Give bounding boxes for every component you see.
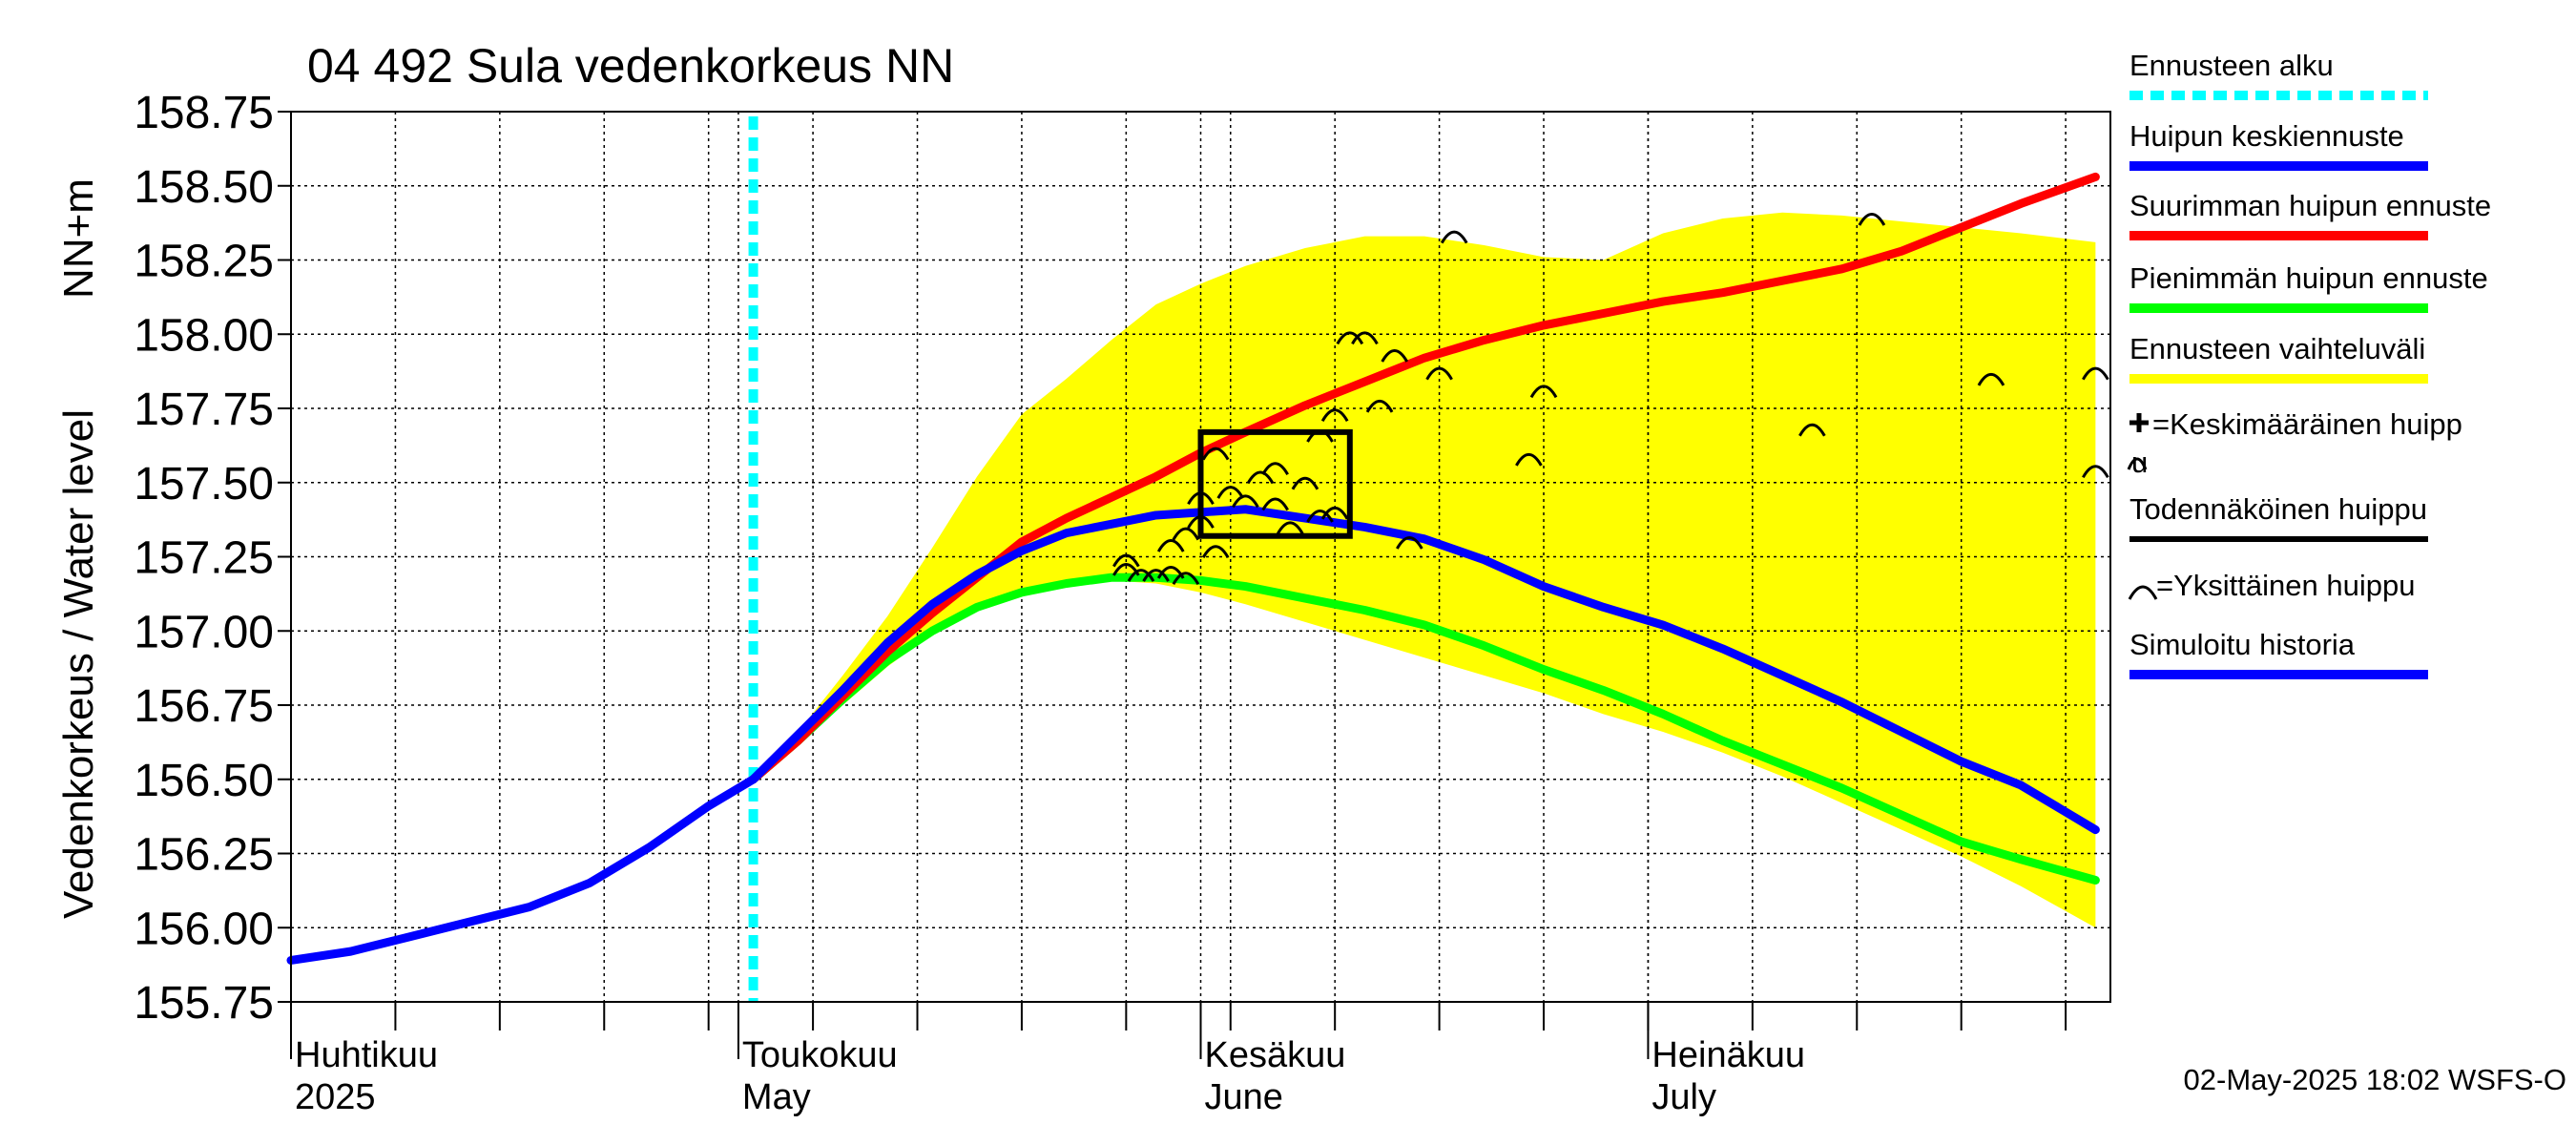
legend-arc-icon — [2128, 585, 2158, 600]
legend-label: Huipun keskiennuste — [2129, 119, 2404, 153]
simulated-history-line — [286, 775, 758, 965]
probable-peak-box — [1197, 428, 1353, 539]
individual-peak-marker — [1261, 462, 1289, 475]
legend-label: =Yksittäinen huippu — [2156, 569, 2415, 602]
individual-peak-marker — [1858, 212, 1886, 226]
x-month-sublabel: July — [1652, 1077, 1716, 1117]
y-tick-label: 158.25 — [134, 237, 274, 287]
plot-frame — [290, 111, 2111, 1003]
individual-peak-marker — [1142, 569, 1170, 582]
individual-peak-marker — [1172, 572, 1200, 586]
individual-peak-marker — [1276, 521, 1304, 535]
y-axis-label: Vedenkorkeus / Water level — [55, 409, 102, 919]
individual-peak-marker — [1351, 331, 1379, 345]
y-tick-label: 156.00 — [134, 904, 274, 954]
individual-peak-marker — [1306, 509, 1334, 523]
forecast-range-band — [753, 212, 2096, 928]
individual-peak-marker — [1261, 497, 1289, 511]
x-month-label: Toukokuu — [742, 1035, 898, 1075]
legend-label: Suurimman huipun ennuste — [2129, 189, 2491, 222]
individual-peak-marker — [1365, 399, 1394, 413]
individual-peak-marker — [1336, 331, 1364, 345]
individual-peak-marker — [1381, 349, 1409, 363]
y-tick-label: 156.25 — [134, 830, 274, 881]
individual-peak-marker — [1977, 372, 2005, 386]
legend-label: u — [2131, 446, 2148, 479]
x-month-sublabel: June — [1205, 1077, 1283, 1117]
y-tick-label: 157.75 — [134, 385, 274, 435]
axes-layer: 155.75 156.00 156.25 156.50 156.75 157.00 157.… — [134, 88, 2111, 1117]
individual-peaks-layer — [1112, 212, 2109, 586]
y-tick-label: 158.50 — [134, 162, 274, 213]
chart-title: 04 492 Sula vedenkorkeus NN — [307, 39, 954, 93]
individual-peak-marker — [1201, 545, 1230, 559]
y-axis-unit-label: NN+m — [55, 178, 102, 299]
individual-peak-marker — [1216, 486, 1245, 499]
individual-peak-marker — [1127, 569, 1155, 582]
x-month-label: Heinäkuu — [1652, 1035, 1805, 1075]
x-month-sublabel: 2025 — [295, 1077, 376, 1117]
max-peak-forecast-line — [749, 172, 2100, 784]
legend-label: Todennäköinen huippu — [2129, 492, 2427, 526]
individual-peak-marker — [1232, 494, 1259, 509]
x-month-label: Kesäkuu — [1205, 1035, 1346, 1075]
legend-label: Ennusteen alku — [2129, 49, 2334, 82]
legend-arc-icon — [2127, 457, 2148, 470]
forecast-range-band-layer — [753, 212, 2096, 928]
individual-peak-marker — [1515, 452, 1543, 467]
min-peak-forecast-line — [749, 572, 2100, 885]
legend-label: =Keskimääräinen huipp — [2152, 407, 2462, 441]
individual-peak-marker — [1291, 476, 1319, 490]
individual-peak-marker — [1320, 408, 1349, 422]
individual-peak-marker — [1156, 539, 1185, 552]
individual-peak-marker — [2082, 465, 2109, 479]
y-tick-label: 158.00 — [134, 310, 274, 361]
series-layer — [286, 116, 2100, 1002]
individual-peak-marker — [2082, 366, 2109, 381]
x-month-sublabel: May — [742, 1077, 811, 1117]
y-tick-label: 156.50 — [134, 756, 274, 806]
individual-peak-marker — [1172, 527, 1200, 541]
y-tick-label: 158.75 — [134, 88, 274, 138]
y-tick-label: 157.25 — [134, 533, 274, 584]
individual-peak-marker — [1440, 230, 1468, 244]
legend-label: Ennusteen vaihteluväli — [2129, 332, 2425, 365]
y-tick-label: 155.75 — [134, 978, 274, 1029]
individual-peak-marker — [1425, 366, 1453, 381]
timestamp-label: 02-May-2025 18:02 WSFS-O — [2184, 1063, 2566, 1096]
individual-peak-marker — [1529, 385, 1558, 399]
legend: Ennusteen alku Huipun keskiennuste Suurimm… — [2127, 49, 2491, 679]
y-tick-label: 157.50 — [134, 459, 274, 510]
legend-plus-icon — [2129, 413, 2149, 432]
x-month-label: Huhtikuu — [295, 1035, 438, 1075]
individual-peak-marker — [1320, 506, 1349, 520]
individual-peak-marker — [1112, 553, 1140, 568]
legend-label: Pienimmän huipun ennuste — [2129, 261, 2488, 295]
y-tick-label: 156.75 — [134, 681, 274, 732]
mean-peak-forecast-line — [749, 505, 2100, 835]
individual-peak-marker — [1201, 447, 1230, 461]
y-tick-label: 157.00 — [134, 607, 274, 657]
legend-label: Simuloitu historia — [2129, 628, 2356, 661]
individual-peak-marker — [1396, 535, 1423, 550]
individual-peak-marker — [1798, 423, 1826, 437]
individual-peak-marker — [1246, 470, 1275, 485]
